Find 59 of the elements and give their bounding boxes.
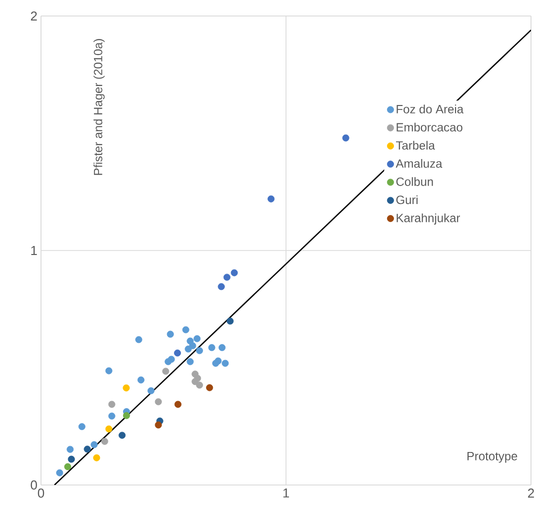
x-tick-label: 1 <box>283 488 289 498</box>
point <box>166 330 174 338</box>
legend-label: Foz do Areia <box>396 104 464 114</box>
point <box>108 400 116 408</box>
point <box>226 318 234 325</box>
point <box>118 432 126 439</box>
point <box>56 469 64 476</box>
point <box>64 463 72 470</box>
y-tick-label: 1 <box>31 246 37 255</box>
point <box>218 344 226 352</box>
point <box>135 336 142 344</box>
point <box>78 423 86 430</box>
point <box>93 454 100 462</box>
point <box>162 368 170 375</box>
point <box>123 412 130 420</box>
point <box>268 195 275 202</box>
x-tick-label: 0 <box>38 488 44 498</box>
y-tick-label: 0 <box>30 480 37 490</box>
legend-label: Tarbela <box>396 140 435 150</box>
point <box>196 347 204 354</box>
point <box>154 398 162 406</box>
point <box>212 360 220 367</box>
point <box>108 412 116 420</box>
legend-label: Colbun <box>396 177 433 186</box>
point <box>84 446 91 453</box>
point <box>186 358 194 366</box>
y-axis-title: Pfister and Hager (2010a) <box>94 39 105 175</box>
point <box>122 384 130 392</box>
point <box>105 367 112 374</box>
point <box>218 283 225 290</box>
point <box>182 326 190 334</box>
point <box>196 382 204 389</box>
point <box>342 134 350 142</box>
point <box>137 376 144 384</box>
legend-label: Amaluza <box>396 159 442 168</box>
point <box>230 269 238 276</box>
point <box>154 421 162 428</box>
point <box>192 378 199 386</box>
point <box>208 344 216 352</box>
legend-label: Emborcacao <box>396 122 462 132</box>
point <box>223 274 230 281</box>
point <box>168 356 175 363</box>
legend-label: Guri <box>396 195 418 204</box>
legend-label: Karahnjukar <box>396 213 460 225</box>
point <box>222 360 229 367</box>
point <box>174 400 182 408</box>
point <box>101 438 108 445</box>
x-tick-label: 2 <box>528 488 534 498</box>
point <box>66 446 74 453</box>
y-tick-label: 2 <box>30 11 37 21</box>
point <box>105 425 112 432</box>
point <box>184 346 192 352</box>
x-axis-title: Prototype <box>467 452 518 463</box>
point <box>194 335 201 342</box>
point <box>148 387 154 394</box>
point <box>174 349 181 356</box>
point <box>68 456 75 463</box>
point <box>206 384 214 392</box>
point <box>90 441 98 448</box>
